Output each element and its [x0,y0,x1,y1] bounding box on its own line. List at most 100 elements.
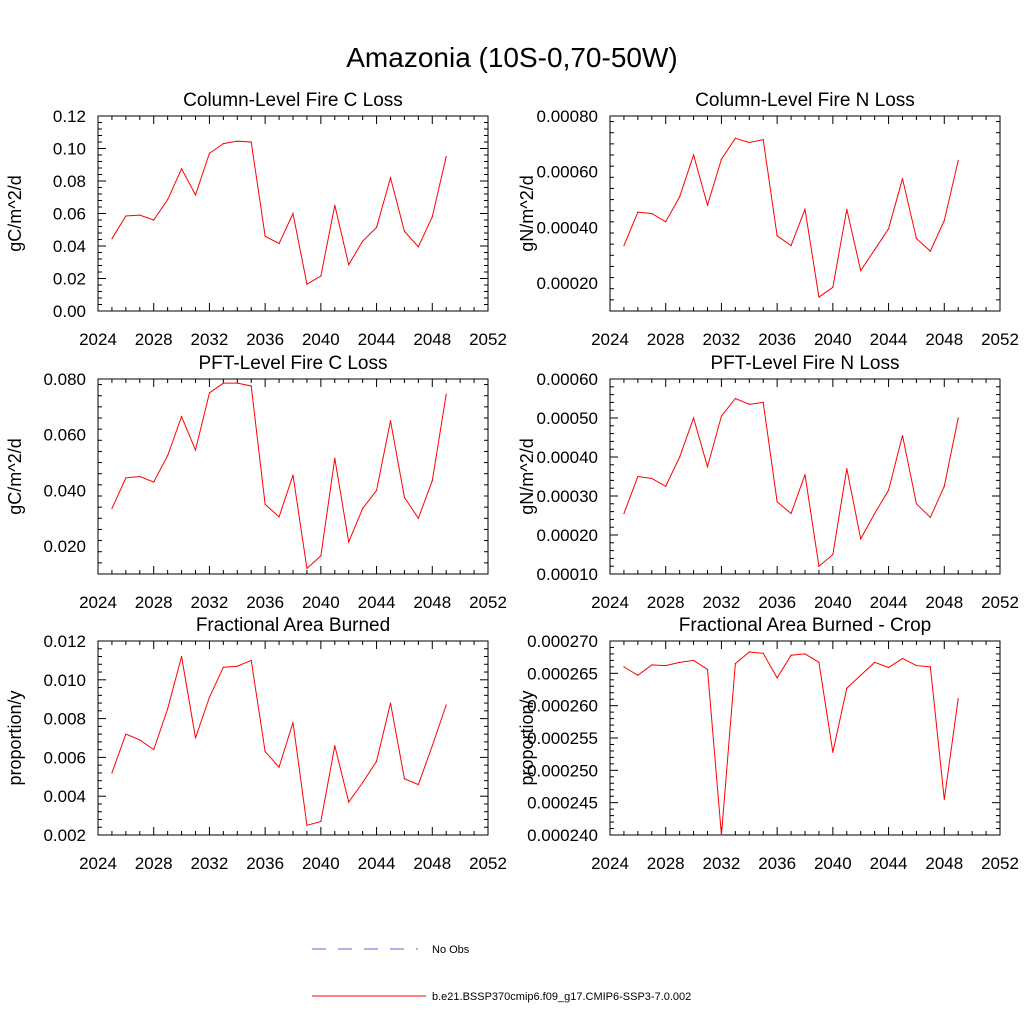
y-tick-label: 0.00060 [537,163,598,182]
data-point [943,219,945,222]
data-point [139,214,141,216]
x-tick-label: 2032 [703,593,741,612]
x-tick-label: 2024 [79,330,117,349]
x-tick-label: 2044 [358,854,396,873]
x-tick-label: 2048 [413,593,451,612]
data-point [445,704,447,706]
data-point [250,141,252,143]
data-point [334,204,336,206]
plot-frame [609,115,1001,312]
x-tick-label: 2028 [135,593,173,612]
y-tick-label: 0.10 [53,140,86,159]
y-tick-label: 0.004 [43,787,86,806]
data-point [222,382,224,384]
data-point [417,783,419,786]
y-tick-label: 0.00080 [537,107,598,126]
y-tick-label: 0.000270 [527,632,598,651]
x-tick-label: 2028 [647,593,685,612]
y-tick-label: 0.012 [43,632,86,651]
series-line [623,397,959,568]
y-tick-label: 0.00030 [537,487,598,506]
panel-2: Column-Level Fire N Loss gN/m^2/d 2024 2028… [517,90,1019,349]
x-tick-label: 2028 [647,854,685,873]
y-tick-label: 0.00020 [537,526,598,545]
data-point [860,538,862,540]
data-point [832,751,834,753]
data-point [762,401,764,403]
data-point [665,485,667,487]
series-line [111,140,447,285]
data-point [180,168,183,170]
x-tick-label: 2048 [413,330,451,349]
data-point [720,415,723,417]
data-point [320,555,322,557]
data-point [111,772,113,774]
y-tick-label: 0.020 [43,537,86,556]
y-axis-label: gN/m^2/d [517,175,537,251]
data-point [362,240,364,242]
data-point [623,512,625,515]
data-point [734,663,736,665]
data-point [362,782,364,784]
data-point [706,204,709,206]
data-point [943,798,945,801]
panel-title: PFT-Level Fire C Loss [199,353,388,374]
x-tick-label: 2044 [870,330,908,349]
data-point [306,283,308,285]
data-point [236,140,238,142]
data-point [180,416,183,418]
data-point [292,212,294,215]
y-tick-label: 0.00020 [537,274,598,293]
panels: Column-Level Fire C Loss gC/m^2/d 2024 2028… [5,90,1019,873]
y-tick-label: 0.000255 [527,729,598,748]
data-point [957,417,959,419]
data-point [762,139,764,141]
data-point [887,489,890,491]
x-tick-label: 2032 [191,593,229,612]
data-point [901,178,904,180]
data-point [278,242,280,245]
data-point [348,801,350,803]
x-tick-label: 2040 [814,593,852,612]
data-point [679,196,681,198]
data-point [111,238,113,240]
data-point [637,211,639,213]
data-point [637,674,639,676]
y-tick-label: 0.00040 [537,448,598,467]
x-tick-label: 2048 [413,854,451,873]
data-point [915,664,918,667]
data-point [874,661,876,663]
y-tick-label: 0.000240 [527,826,598,845]
y-axis-label: proportion/y [5,690,25,785]
x-tick-label: 2032 [191,330,229,349]
data-point [153,749,155,751]
x-tick-label: 2028 [647,330,685,349]
data-point [292,474,294,476]
y-tick-label: 0.002 [43,826,86,845]
x-tick-label: 2052 [469,330,507,349]
legend-model-label: b.e21.BSSP370cmip6.f09_g17.CMIP6-SSP3-7.… [432,991,691,1003]
data-point [790,512,792,515]
data-point [734,137,736,139]
data-point [139,475,141,478]
data-point [887,228,890,230]
data-point [929,250,931,252]
y-tick-label: 0.00 [53,302,86,321]
data-point [762,652,764,654]
x-tick-label: 2044 [358,330,396,349]
data-point [692,417,695,419]
y-axis-label: gC/m^2/d [5,438,25,514]
panel-title: Fractional Area Burned - Crop [679,615,931,636]
data-point [665,664,667,667]
y-tick-label: 0.080 [43,370,86,389]
x-tick-label: 2028 [135,330,173,349]
data-point [375,489,378,492]
data-point [706,466,709,468]
data-point [623,244,625,247]
x-tick-label: 2032 [703,854,741,873]
x-tick-label: 2036 [246,593,284,612]
data-point [125,477,127,479]
data-point [915,237,918,240]
x-tick-label: 2024 [591,854,629,873]
